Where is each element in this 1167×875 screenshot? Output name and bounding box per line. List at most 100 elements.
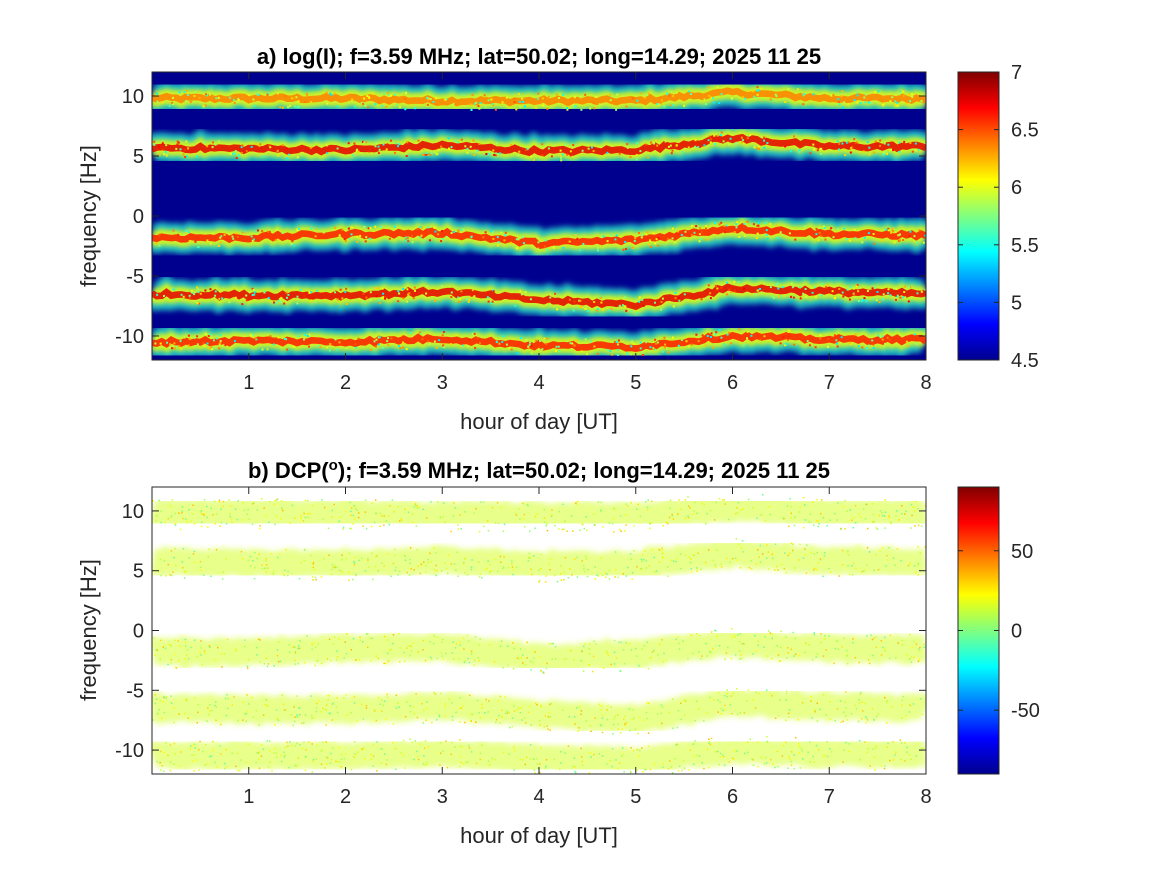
speckle xyxy=(645,768,647,771)
speckle xyxy=(237,99,240,101)
speckle xyxy=(660,549,663,552)
speckle xyxy=(459,745,461,747)
speckle xyxy=(754,634,756,637)
speckle xyxy=(471,93,474,96)
speckle xyxy=(348,579,350,582)
speckle xyxy=(178,91,181,94)
speckle xyxy=(594,717,596,719)
speckle xyxy=(781,286,784,289)
speckle xyxy=(349,501,351,504)
speckle xyxy=(580,710,583,712)
speckle xyxy=(293,517,296,520)
speckle xyxy=(328,712,330,715)
speckle xyxy=(682,640,684,642)
speckle xyxy=(417,139,420,142)
speckle xyxy=(886,746,889,748)
speckle xyxy=(451,715,454,718)
speckle xyxy=(212,514,214,516)
speckle xyxy=(397,300,400,303)
speckle xyxy=(296,695,298,697)
speckle xyxy=(486,520,489,522)
speckle xyxy=(160,510,162,512)
speckle xyxy=(258,553,260,556)
speckle xyxy=(384,297,387,300)
speckle xyxy=(246,694,248,696)
speckle xyxy=(711,97,714,100)
speckle xyxy=(524,663,527,666)
speckle xyxy=(754,293,757,296)
speckle xyxy=(844,154,847,157)
speckle xyxy=(276,149,279,152)
speckle xyxy=(747,498,750,501)
speckle xyxy=(427,226,430,229)
speckle xyxy=(523,717,526,719)
speckle xyxy=(181,561,184,563)
speckle xyxy=(463,648,465,650)
speckle xyxy=(883,767,886,770)
speckle xyxy=(887,227,890,230)
speckle xyxy=(723,709,726,711)
speckle xyxy=(555,345,558,348)
speckle xyxy=(511,563,513,565)
colorbar-tick-label: 6 xyxy=(1011,177,1022,199)
speckle xyxy=(187,334,190,337)
speckle xyxy=(218,501,221,503)
speckle xyxy=(809,513,812,515)
speckle xyxy=(902,695,904,698)
speckle xyxy=(259,527,261,530)
speckle xyxy=(841,646,843,648)
speckle xyxy=(298,577,301,580)
trace-3 xyxy=(152,686,926,736)
speckle xyxy=(830,94,833,97)
speckle xyxy=(624,723,626,725)
speckle xyxy=(372,744,375,746)
speckle xyxy=(775,283,777,286)
speckle xyxy=(239,769,241,772)
speckle xyxy=(787,652,789,654)
speckle xyxy=(609,760,611,762)
speckle xyxy=(671,227,674,230)
speckle xyxy=(242,701,244,703)
speckle xyxy=(447,572,449,575)
speckle xyxy=(219,334,222,337)
speckle xyxy=(728,288,731,291)
speckle xyxy=(822,575,824,578)
speckle xyxy=(613,341,616,344)
speckle xyxy=(747,89,750,92)
speckle xyxy=(766,237,769,240)
speckle xyxy=(589,725,592,727)
speckle xyxy=(285,709,287,711)
speckle xyxy=(422,239,425,242)
speckle xyxy=(454,647,457,649)
speckle xyxy=(178,645,181,648)
speckle xyxy=(838,575,840,577)
speckle xyxy=(341,570,343,573)
speckle xyxy=(596,574,598,577)
x-tick-label: 7 xyxy=(824,786,835,808)
speckle xyxy=(463,763,465,765)
speckle xyxy=(464,511,466,513)
speckle xyxy=(257,752,259,755)
speckle xyxy=(841,142,844,145)
speckle xyxy=(872,151,875,154)
speckle xyxy=(650,141,652,144)
speckle xyxy=(641,560,643,562)
speckle xyxy=(283,751,285,753)
speckle xyxy=(769,632,771,634)
speckle xyxy=(376,741,378,743)
speckle xyxy=(193,550,196,553)
speckle xyxy=(248,703,250,705)
speckle xyxy=(635,158,638,161)
speckle xyxy=(699,145,702,148)
speckle xyxy=(515,238,518,241)
speckle xyxy=(760,514,763,516)
speckle xyxy=(329,712,331,715)
speckle xyxy=(365,707,368,709)
speckle xyxy=(914,525,916,527)
speckle xyxy=(649,346,652,349)
speckle xyxy=(632,709,635,711)
speckle xyxy=(846,655,848,657)
speckle xyxy=(488,644,491,646)
speckle xyxy=(381,104,383,107)
speckle xyxy=(569,342,572,345)
